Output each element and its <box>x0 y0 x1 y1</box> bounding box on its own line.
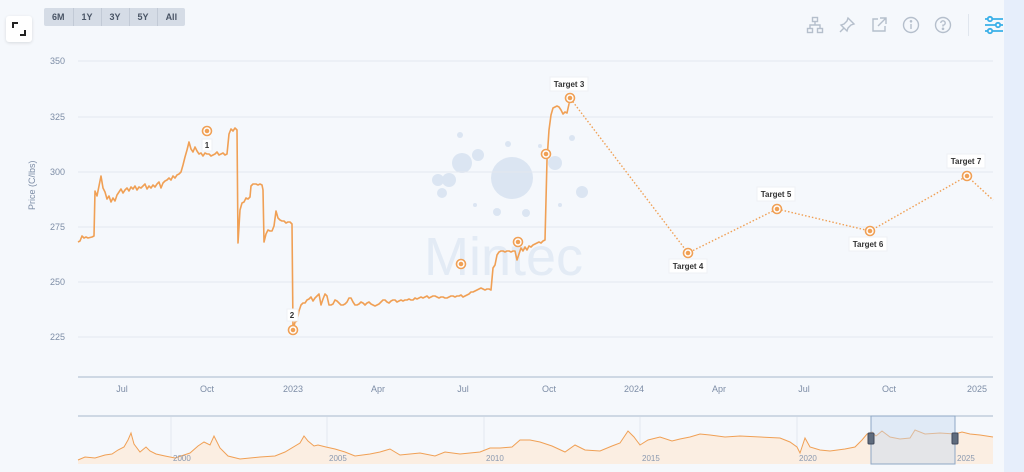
range-all-button[interactable]: All <box>165 12 178 22</box>
svg-text:2023: 2023 <box>283 384 303 394</box>
svg-text:2000: 2000 <box>173 454 191 463</box>
svg-text:Jul: Jul <box>798 384 810 394</box>
navigator[interactable]: 2000 2005 2010 2015 2020 2025 <box>77 415 994 465</box>
svg-text:225: 225 <box>50 332 65 342</box>
navigator-handle-right <box>951 432 959 445</box>
toolbar-divider <box>968 14 969 36</box>
svg-text:1: 1 <box>205 141 210 150</box>
flag-target-7[interactable]: Target 7 <box>946 153 986 169</box>
range-3y-button[interactable]: 3Y <box>102 8 130 26</box>
flag-target-4[interactable]: Target 4 <box>668 258 708 274</box>
svg-text:2020: 2020 <box>799 454 817 463</box>
svg-text:Jul: Jul <box>457 384 469 394</box>
range-5y-button[interactable]: 5Y <box>130 8 158 26</box>
chart-toolbar <box>804 14 1005 36</box>
scrollbar-strip[interactable] <box>1004 0 1024 472</box>
svg-text:Jul: Jul <box>116 384 128 394</box>
svg-text:Target 6: Target 6 <box>853 240 884 249</box>
settings-sliders-button[interactable] <box>983 14 1005 36</box>
price-series-line <box>77 103 570 331</box>
svg-text:2010: 2010 <box>486 454 504 463</box>
x-axis: Jul Oct 2023 Apr Jul Oct 2024 Apr Jul Oc… <box>116 384 987 394</box>
hierarchy-icon <box>806 16 824 34</box>
help-button[interactable] <box>932 14 954 36</box>
svg-text:2015: 2015 <box>642 454 660 463</box>
svg-text:Target 7: Target 7 <box>951 157 982 166</box>
expand-button[interactable] <box>6 16 32 42</box>
annotation-markers <box>201 92 973 336</box>
svg-text:2005: 2005 <box>329 454 347 463</box>
svg-text:325: 325 <box>50 112 65 122</box>
svg-text:Target 3: Target 3 <box>554 80 585 89</box>
svg-text:275: 275 <box>50 222 65 232</box>
y-axis-title: Price (C/lbs) <box>27 160 37 210</box>
navigator-handle-left <box>867 432 875 445</box>
svg-text:2024: 2024 <box>624 384 644 394</box>
flag-2[interactable]: 2 <box>286 308 299 322</box>
range-selector: 6M 1Y 3Y 5Y All <box>44 8 186 26</box>
pin-icon <box>839 16 856 33</box>
info-icon <box>902 16 920 34</box>
navigator-area <box>78 430 993 464</box>
svg-text:350: 350 <box>50 56 65 66</box>
svg-text:Oct: Oct <box>882 384 897 394</box>
svg-text:Target 5: Target 5 <box>761 190 792 199</box>
flag-1[interactable]: 1 <box>201 138 213 152</box>
expand-icon <box>12 22 26 36</box>
flag-target-6[interactable]: Target 6 <box>848 236 888 252</box>
svg-text:Oct: Oct <box>542 384 557 394</box>
info-button[interactable] <box>900 14 922 36</box>
svg-text:2025: 2025 <box>957 454 975 463</box>
flag-target-5[interactable]: Target 5 <box>756 186 796 202</box>
sliders-icon <box>985 15 1003 35</box>
svg-text:250: 250 <box>50 277 65 287</box>
pin-button[interactable] <box>836 14 858 36</box>
svg-text:2: 2 <box>290 311 295 320</box>
gridlines <box>78 60 993 338</box>
range-1y-button[interactable]: 1Y <box>74 8 102 26</box>
external-link-button[interactable] <box>868 14 890 36</box>
hierarchy-button[interactable] <box>804 14 826 36</box>
svg-text:Apr: Apr <box>712 384 726 394</box>
svg-text:2025: 2025 <box>967 384 987 394</box>
svg-text:Target 4: Target 4 <box>673 262 704 271</box>
range-6m-button[interactable]: 6M <box>44 8 74 26</box>
help-icon <box>934 16 952 34</box>
navigator-selection <box>870 415 956 465</box>
svg-text:Oct: Oct <box>200 384 215 394</box>
flag-target-3[interactable]: Target 3 <box>549 76 589 92</box>
external-link-icon <box>872 17 887 32</box>
target-series-line <box>568 96 994 254</box>
y-axis: 350 325 300 275 250 225 Price (C/lbs) <box>27 56 65 342</box>
svg-text:300: 300 <box>50 167 65 177</box>
svg-text:Apr: Apr <box>371 384 385 394</box>
mintec-watermark: Mintec <box>424 132 588 287</box>
svg-text:Mintec: Mintec <box>424 227 583 287</box>
